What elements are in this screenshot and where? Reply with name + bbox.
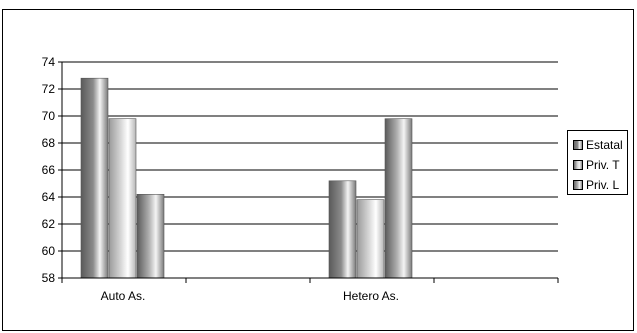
legend-label: Estatal — [586, 138, 623, 152]
y-tick-label: 72 — [42, 82, 56, 96]
legend-swatch — [573, 160, 583, 170]
y-tick-label: 58 — [42, 271, 56, 285]
bar-priv-t — [108, 118, 137, 279]
legend-item: Priv. L — [573, 175, 627, 195]
legend-item: Estatal — [573, 135, 627, 155]
legend-label: Priv. T — [586, 158, 620, 172]
bar-priv-l — [136, 194, 165, 279]
grid-lines — [62, 61, 558, 252]
chart-frame — [2, 9, 634, 331]
bar-priv-t — [356, 199, 385, 279]
y-tick-label: 60 — [42, 244, 56, 258]
axes — [58, 61, 559, 283]
y-tick-label: 66 — [42, 163, 56, 177]
legend-label: Priv. L — [586, 178, 620, 192]
legend-swatch — [573, 180, 583, 190]
y-tick-label: 74 — [42, 55, 56, 69]
y-tick-label: 68 — [42, 136, 56, 150]
x-category-label: Auto As. — [101, 289, 146, 303]
y-tick-label: 64 — [42, 190, 56, 204]
y-tick-label: 70 — [42, 109, 56, 123]
legend-item: Priv. T — [573, 155, 627, 175]
bars — [80, 77, 413, 279]
x-category-label: Hetero As. — [343, 289, 399, 303]
axis-labels: 58 60 62 64 66 68 70 72 74 Auto As. Hetero As. — [42, 55, 399, 303]
legend: Estatal Priv. T Priv. L — [567, 130, 628, 195]
y-tick-label: 62 — [42, 217, 56, 231]
bar-estatal — [328, 180, 357, 279]
legend-swatch — [573, 140, 583, 150]
bar-priv-l — [384, 118, 413, 279]
bar-estatal — [80, 77, 109, 279]
